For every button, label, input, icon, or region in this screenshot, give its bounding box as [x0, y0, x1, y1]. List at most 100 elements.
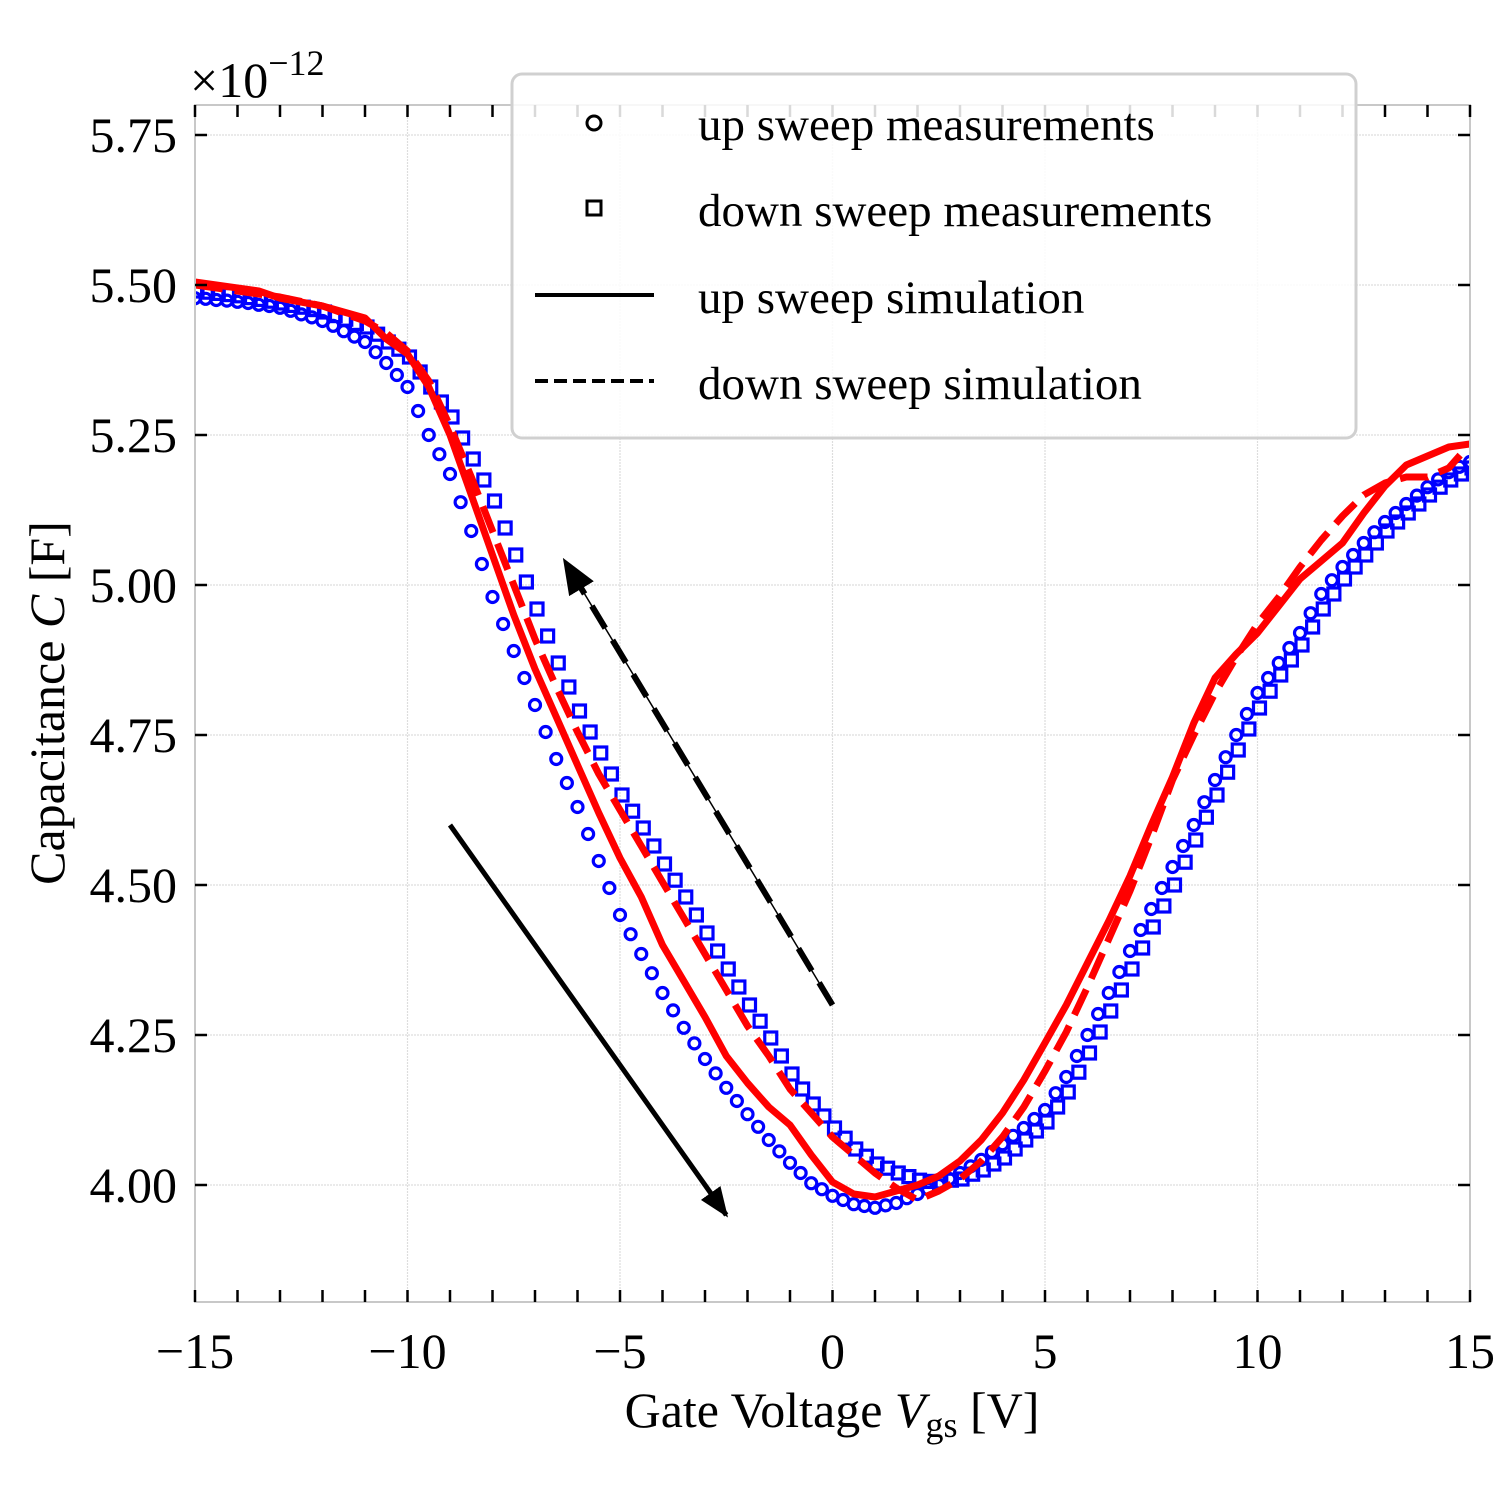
y-axis-label: Capacitance C [F]: [19, 521, 75, 885]
down-sweep-measurement-point: [1336, 571, 1353, 587]
up-sweep-measurement-point: [581, 826, 596, 842]
down-sweep-measurement-point: [1273, 667, 1289, 683]
legend-item-down-measurements: down sweep measurements: [585, 185, 1212, 237]
up-sweep-measurement-point: [357, 334, 373, 350]
down-sweep-measurement-point: [465, 451, 481, 467]
y-axis-multiplier: ×10−12: [190, 43, 325, 108]
down-sweep-measurement-point: [1421, 487, 1438, 503]
legend-label: up sweep simulation: [698, 272, 1084, 324]
up-sweep-measurement-point: [740, 1107, 755, 1122]
up-sweep-direction-arrow: [447, 823, 729, 1218]
down-sweep-measurement-point: [1315, 601, 1331, 617]
x-axis-label-main: Gate Voltage: [625, 1382, 895, 1438]
up-sweep-measurement-point: [474, 556, 489, 572]
down-sweep-measurement-point: [1400, 505, 1416, 521]
up-sweep-measurement-point: [708, 1066, 723, 1081]
legend-frame: [510, 72, 1358, 440]
down-sweep-measurement-point: [550, 655, 566, 671]
up-sweep-measurement-point: [538, 724, 553, 740]
down-sweep-measurement-point: [996, 1150, 1013, 1166]
down-sweep-measurement-point: [1198, 809, 1214, 825]
y-tick-label: 4.50: [90, 857, 178, 913]
up-sweep-measurement-point: [793, 1165, 808, 1181]
x-tick-label: 10: [1233, 1323, 1283, 1379]
down-sweep-measurement-point: [529, 601, 545, 617]
down-sweep-measurement-point: [1411, 496, 1427, 512]
down-sweep-measurement-point: [1262, 683, 1278, 699]
x-tick-label: −15: [156, 1323, 234, 1379]
up-sweep-measurement-point: [421, 427, 436, 443]
up-sweep-measurement-point: [591, 853, 606, 869]
down-sweep-measurement-point: [1039, 1114, 1055, 1130]
up-sweep-measurement-point: [485, 589, 500, 605]
x-tick-label: 5: [1033, 1323, 1058, 1379]
up-sweep-measurement-point: [527, 697, 543, 713]
series-layer: [195, 278, 1470, 1215]
up-sweep-measurement-point: [442, 466, 458, 482]
down-sweep-measurement-point: [508, 547, 524, 563]
down-sweep-measurement-point: [1326, 586, 1342, 602]
y-tick-label: 5.50: [90, 257, 178, 313]
down-sweep-measurement-point: [561, 679, 577, 695]
up-sweep-measurement-point: [804, 1176, 819, 1191]
down-sweep-measurement-point: [1358, 547, 1374, 563]
down-sweep-measurement-point: [540, 628, 556, 644]
down-sweep-measurement-point: [773, 1048, 789, 1064]
up-sweep-measurement-point: [655, 985, 670, 1001]
down-sweep-measurement-point: [763, 1030, 779, 1046]
up-sweep-measurement-point: [814, 1182, 829, 1197]
square-marker-icon: [585, 199, 603, 217]
down-sweep-measurement-point: [1092, 1024, 1108, 1040]
down-sweep-measurement-point: [1379, 523, 1395, 539]
down-sweep-measurement-point: [1464, 460, 1470, 476]
axes: −15 −10 −5 0 5 10 15 4.00 4.25 4.50 4.75 5.00 5.25 5.…: [90, 104, 1495, 1379]
legend-item-up-measurements: up sweep measurements: [585, 99, 1155, 151]
legend-item-up-simulation: up sweep simulation: [535, 272, 1084, 324]
y-tick-label: 5.75: [90, 107, 178, 163]
up-sweep-measurement-point: [464, 523, 479, 539]
legend-label: down sweep measurements: [698, 185, 1212, 237]
down-sweep-measurement-point: [1305, 619, 1321, 635]
down-sweep-measurement-point: [614, 787, 630, 803]
circle-marker-icon: [585, 114, 603, 132]
up-sweep-measurement-point: [612, 907, 628, 923]
down-sweep-measurement-point: [1156, 898, 1172, 914]
down-sweep-measurement-point: [646, 838, 662, 854]
down-sweep-measurement-point: [1390, 514, 1406, 530]
down-sweep-measurement-point: [1294, 637, 1310, 653]
down-sweep-measurement-point: [1188, 832, 1204, 848]
down-sweep-measurement-point: [571, 703, 588, 719]
up-sweep-measurement-point: [634, 946, 649, 962]
up-sweep-measurement-point: [432, 447, 447, 462]
annotation-layer: [447, 557, 836, 1218]
y-axis-label-unit: [F]: [19, 521, 75, 595]
legend-label: down sweep simulation: [698, 358, 1142, 410]
x-axis-label-subscript: gs: [925, 1405, 957, 1445]
up-sweep-measurement-point: [347, 329, 362, 344]
y-tick-label: 4.75: [90, 707, 178, 763]
up-sweep-measurement-point: [1207, 772, 1223, 788]
up-sweep-measurement-point: [517, 670, 532, 686]
down-sweep-measurement-point: [1230, 742, 1246, 758]
up-sweep-measurement-point: [559, 775, 574, 791]
up-sweep-measurement-point: [751, 1119, 766, 1134]
up-sweep-measurement-point: [687, 1036, 702, 1051]
down-sweep-simulation-line: [195, 281, 1470, 1204]
up-sweep-measurement-point: [368, 345, 383, 360]
up-sweep-measurement-point: [644, 966, 659, 981]
down-sweep-measurement-point: [1028, 1123, 1044, 1139]
down-sweep-measurement-point: [688, 907, 704, 923]
down-sweep-measurement-point: [1220, 764, 1236, 780]
up-sweep-measurement-point: [772, 1144, 787, 1159]
down-sweep-measurement-point: [720, 961, 736, 977]
up-sweep-measurement-point: [506, 643, 521, 659]
up-sweep-measurement-point: [379, 355, 394, 371]
up-sweep-measurement-point: [549, 751, 564, 767]
up-sweep-measurement-point: [1186, 817, 1201, 833]
down-sweep-direction-arrow: [562, 557, 836, 1007]
up-sweep-simulation-line: [195, 278, 1470, 1201]
down-sweep-measurement-point: [1166, 877, 1183, 893]
down-sweep-measurement-point: [1368, 535, 1384, 551]
down-sweep-measurement-point: [1071, 1064, 1087, 1080]
x-tick-label: 15: [1445, 1323, 1495, 1379]
